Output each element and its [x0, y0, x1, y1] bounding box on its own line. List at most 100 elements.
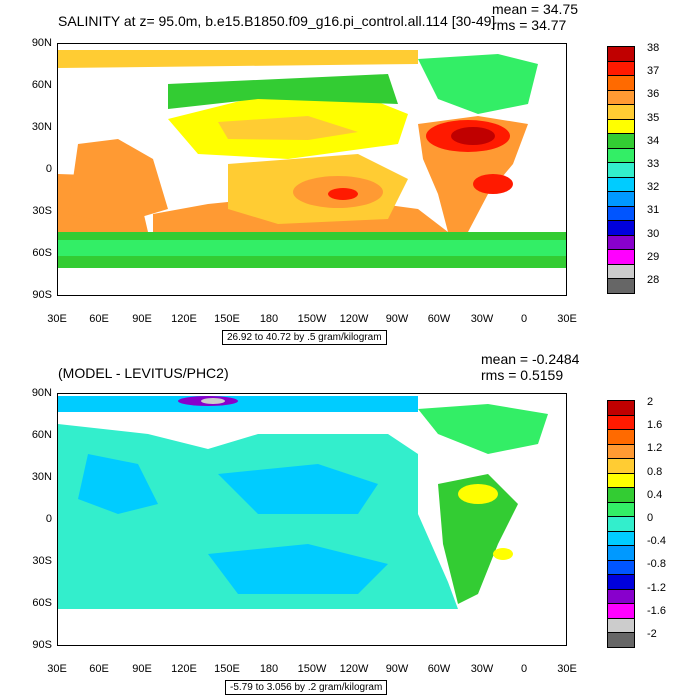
top-lon-label: 150W	[297, 313, 327, 325]
colorbar-swatch	[607, 278, 635, 294]
bottom-lat-label: 0	[45, 513, 52, 525]
top-lon-label: 0	[520, 313, 528, 325]
colorbar-label: 33	[647, 158, 660, 170]
bottom-lon-label: 90W	[385, 663, 409, 675]
top-lon-label: 60W	[427, 313, 451, 325]
colorbar-swatch	[607, 414, 635, 430]
bottom-lat-label: 30S	[32, 555, 52, 567]
salinity-map	[57, 43, 567, 296]
top-lat-label: 30N	[31, 121, 52, 133]
top-lon-label: 120E	[171, 313, 197, 325]
colorbar-swatch	[607, 220, 635, 236]
difference-map	[57, 393, 567, 646]
top-lon-label: 30W	[470, 313, 494, 325]
difference-map-plot	[58, 394, 566, 645]
top-lon-label: 120W	[339, 313, 369, 325]
bottom-mean: mean = -0.2484	[481, 351, 580, 367]
colorbar-label: 31	[647, 204, 660, 217]
colorbar-label: 0	[647, 512, 654, 524]
top-lon-label: 60E	[89, 313, 109, 325]
bottom-rms: rms = 0.5159	[481, 367, 564, 383]
colorbar-swatch	[607, 588, 635, 604]
colorbar-swatch	[607, 75, 635, 91]
colorbar-label: 38	[647, 42, 660, 54]
difference-panel: (MODEL - LEVITUS/PHC2) mean = -0.2484 rm…	[0, 350, 700, 700]
bottom-lat-label: 60S	[32, 597, 52, 609]
colorbar-swatch	[607, 487, 635, 503]
colorbar-label: 1.6	[647, 419, 663, 432]
bottom-contour-range: -5.79 to 3.056 by .2 gram/kilogram	[225, 680, 388, 695]
salinity-panel: SALINITY at z= 95.0m, b.e15.B1850.f09_g1…	[31, 1, 660, 345]
colorbar-label: -2	[647, 628, 657, 640]
colorbar-label: -0.8	[647, 558, 666, 571]
colorbar-swatch	[607, 147, 635, 163]
colorbar-swatch	[607, 632, 635, 648]
colorbar-swatch	[607, 617, 635, 633]
colorbar-swatch	[607, 46, 635, 62]
colorbar-swatch	[607, 603, 635, 619]
top-lon-label: 90E	[132, 313, 152, 325]
colorbar-swatch	[607, 429, 635, 445]
top-lat-label: 0	[45, 163, 52, 175]
colorbar-swatch	[607, 458, 635, 474]
colorbar-swatch	[607, 530, 635, 546]
colorbar-label: 0.4	[647, 488, 663, 501]
colorbar-swatch	[607, 234, 635, 250]
bottom-lon-label: 180	[259, 663, 279, 675]
colorbar-swatch	[607, 162, 635, 178]
colorbar-label: 1.2	[647, 442, 663, 455]
bottom-lat-label: 30N	[31, 471, 52, 483]
bottom-colorbar: 2 1.6 1.2 0.8 0.4 0 -0.4 -0.8 -1.2 -1.6 -2	[607, 396, 666, 648]
colorbar-swatch	[607, 118, 635, 134]
colorbar-swatch	[607, 205, 635, 221]
colorbar-swatch	[607, 501, 635, 517]
salinity-map-plot	[58, 44, 566, 268]
colorbar-label: 37	[647, 65, 660, 78]
bottom-lon-label: 0	[520, 663, 528, 675]
colorbar-label: 30	[647, 227, 660, 240]
top-lon-label: 90W	[385, 313, 409, 325]
top-lon-label: 30E	[47, 313, 67, 325]
colorbar-swatch	[607, 176, 635, 192]
colorbar-label: 29	[647, 250, 660, 263]
bottom-lon-label: 30W	[470, 663, 494, 675]
colorbar-swatch	[607, 249, 635, 265]
colorbar-label: -1.6	[647, 604, 666, 617]
top-lat-label: 90S	[32, 289, 52, 301]
colorbar-label: 35	[647, 111, 660, 124]
bottom-lon-label: 120E	[171, 663, 197, 675]
bottom-lat-label: 60N	[31, 429, 52, 441]
top-lon-label: 180	[259, 313, 279, 325]
top-title: SALINITY at z= 95.0m, b.e15.B1850.f09_g1…	[58, 13, 496, 29]
colorbar-label: 34	[647, 134, 660, 147]
colorbar-swatch	[607, 104, 635, 120]
colorbar-swatch	[607, 443, 635, 459]
bottom-lon-label: 150W	[297, 663, 327, 675]
colorbar-label: 0.8	[647, 465, 663, 478]
top-mean: mean = 34.75	[492, 1, 579, 17]
colorbar-swatch	[607, 472, 635, 488]
top-lon-label: 30E	[557, 313, 577, 325]
colorbar-label: -0.4	[647, 535, 666, 548]
colorbar-label: 32	[647, 181, 660, 194]
bottom-lat-label: 90N	[31, 387, 52, 399]
colorbar-swatch	[607, 545, 635, 561]
top-lat-label: 60N	[31, 79, 52, 91]
bottom-lon-label: 150E	[214, 663, 240, 675]
colorbar-swatch	[607, 133, 635, 149]
colorbar-label: 2	[647, 396, 654, 408]
colorbar-swatch	[607, 263, 635, 279]
top-contour-range: 26.92 to 40.72 by .5 gram/kilogram	[222, 330, 387, 345]
colorbar-swatch	[607, 516, 635, 532]
colorbar-swatch	[607, 559, 635, 575]
colorbar-swatch	[607, 60, 635, 76]
colorbar-swatch	[607, 89, 635, 105]
bottom-lon-label: 90E	[132, 663, 152, 675]
colorbar-label: 28	[647, 274, 660, 286]
top-lat-label: 60S	[32, 247, 52, 259]
colorbar-label: -1.2	[647, 581, 666, 594]
top-lat-label: 30S	[32, 205, 52, 217]
bottom-lon-label: 30E	[47, 663, 67, 675]
top-rms: rms = 34.77	[492, 17, 567, 33]
bottom-lon-label: 60E	[89, 663, 109, 675]
